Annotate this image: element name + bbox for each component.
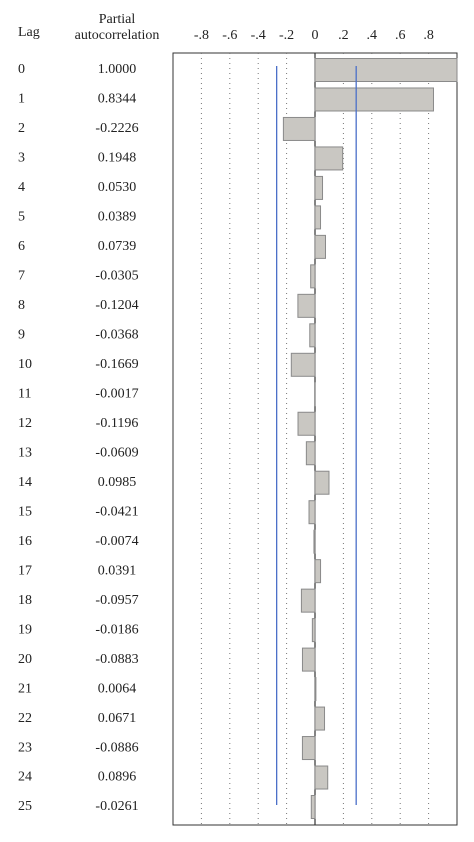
- lag-label: 6: [18, 239, 25, 254]
- value-label: -0.1669: [95, 357, 138, 372]
- value-label: 1.0000: [98, 62, 137, 77]
- lag-label: 16: [18, 534, 32, 549]
- bar: [314, 146, 344, 171]
- lag-label: 5: [18, 210, 25, 225]
- bar: [308, 500, 316, 525]
- x-tick-label: .4: [367, 28, 378, 43]
- value-label: -0.1204: [95, 298, 138, 313]
- lag-label: 10: [18, 357, 32, 372]
- bar: [290, 352, 316, 377]
- lag-label: 20: [18, 652, 32, 667]
- value-label: 0.8344: [98, 92, 137, 107]
- lag-label: 0: [18, 62, 25, 77]
- value-label: 0.0739: [98, 239, 137, 254]
- lag-label: 23: [18, 740, 32, 755]
- value-label: 0.1948: [98, 151, 137, 166]
- bar: [314, 58, 458, 82]
- lag-label: 12: [18, 416, 32, 431]
- bar: [310, 264, 316, 289]
- bar: [305, 441, 316, 466]
- bar: [300, 588, 316, 613]
- bar: [313, 529, 316, 554]
- value-label: -0.0609: [95, 445, 138, 460]
- x-tick-label: -.2: [279, 28, 294, 43]
- value-label: -0.0305: [95, 269, 138, 284]
- bar: [314, 765, 329, 790]
- bar: [314, 87, 434, 112]
- lag-label: 14: [18, 475, 32, 490]
- bar: [310, 795, 316, 819]
- value-label: -0.1196: [96, 416, 139, 431]
- value-label: 0.0985: [98, 475, 137, 490]
- value-label: -0.0957: [95, 593, 138, 608]
- value-label: -0.0186: [95, 622, 138, 637]
- bar: [297, 293, 316, 318]
- lag-label: 7: [18, 269, 25, 284]
- value-label: 0.0391: [98, 563, 137, 578]
- lag-label: 13: [18, 445, 32, 460]
- lag-label: 18: [18, 593, 32, 608]
- lag-label: 21: [18, 681, 32, 696]
- lag-label: 4: [18, 180, 25, 195]
- bar: [314, 234, 326, 259]
- value-label: 0.0530: [98, 180, 137, 195]
- lag-label: 1: [18, 92, 25, 107]
- value-label: -0.0261: [95, 799, 138, 814]
- lag-label: 3: [18, 151, 25, 166]
- value-label: -0.0074: [95, 534, 138, 549]
- bar: [301, 736, 316, 761]
- x-tick-label: -.6: [222, 28, 237, 43]
- value-label: -0.0886: [95, 740, 138, 755]
- lag-label: 15: [18, 504, 32, 519]
- lag-label: 22: [18, 711, 32, 726]
- lag-label: 9: [18, 328, 25, 343]
- bar: [297, 411, 316, 436]
- lag-label: 11: [18, 386, 31, 401]
- lag-label: 19: [18, 622, 32, 637]
- bar: [309, 323, 316, 348]
- bar: [314, 677, 317, 702]
- x-tick-label: .8: [423, 28, 434, 43]
- column-header: Partial autocorrelation: [74, 12, 160, 43]
- value-label: -0.0017: [95, 386, 138, 401]
- lag-label: 25: [18, 799, 32, 814]
- value-label: 0.0671: [98, 711, 137, 726]
- lag-label: 17: [18, 563, 32, 578]
- x-tick-label: .6: [395, 28, 406, 43]
- value-label: -0.0421: [95, 504, 138, 519]
- bar: [314, 205, 322, 230]
- lag-label: 2: [18, 121, 25, 136]
- lag-label: 24: [18, 770, 32, 785]
- value-label: 0.0389: [98, 210, 137, 225]
- x-tick-label: 0: [312, 28, 319, 43]
- value-label: 0.0064: [98, 681, 137, 696]
- bar: [301, 647, 316, 672]
- bar: [282, 116, 316, 141]
- bar: [311, 618, 316, 643]
- x-tick-label: -.4: [251, 28, 266, 43]
- value-label: 0.0896: [98, 770, 137, 785]
- bar: [314, 559, 322, 584]
- bar: [314, 175, 324, 200]
- value-label: -0.0368: [95, 328, 138, 343]
- x-tick-label: .2: [338, 28, 349, 43]
- lag-label: 8: [18, 298, 25, 313]
- bar: [314, 470, 330, 495]
- x-tick-label: -.8: [194, 28, 209, 43]
- value-label: -0.2226: [95, 121, 138, 136]
- bar: [314, 706, 326, 731]
- column-header: Lag: [18, 25, 40, 40]
- value-label: -0.0883: [95, 652, 138, 667]
